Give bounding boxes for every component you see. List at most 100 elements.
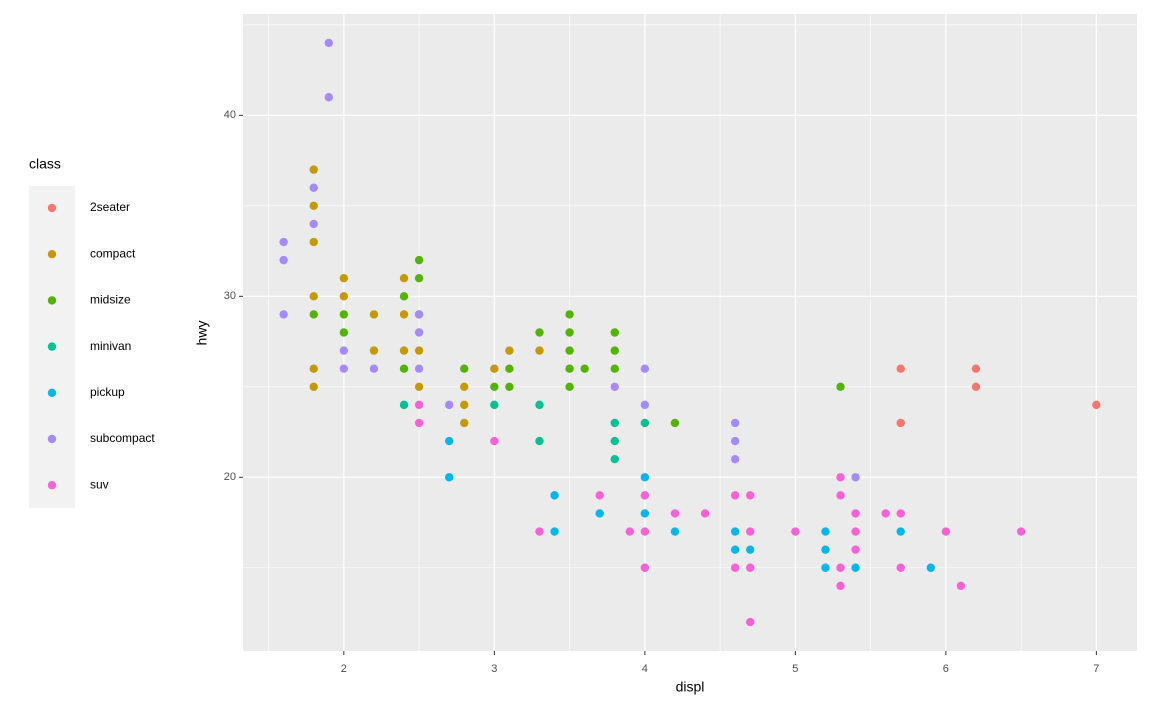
x-tick-label: 2: [341, 663, 347, 675]
point: [309, 364, 318, 373]
point: [339, 292, 349, 301]
point: [595, 491, 604, 500]
point: [535, 346, 544, 355]
point: [730, 527, 740, 536]
point: [896, 364, 905, 373]
legend-key: [47, 296, 57, 305]
point: [836, 563, 845, 572]
point: [565, 364, 574, 373]
point: [339, 328, 349, 337]
point: [971, 382, 981, 391]
point: [399, 274, 409, 283]
point: [640, 491, 650, 500]
point: [309, 165, 318, 174]
point: [821, 527, 830, 536]
point: [610, 364, 619, 373]
point: [610, 454, 619, 464]
point: [610, 328, 619, 337]
y-tick-label: 30: [224, 290, 236, 302]
legend-label: minivan: [90, 339, 131, 353]
legend-label: suv: [90, 477, 109, 491]
point: [414, 400, 424, 410]
y-tick-label: 40: [224, 109, 236, 121]
x-tick-label: 4: [642, 663, 648, 675]
point: [670, 418, 680, 428]
legend-label: subcompact: [90, 431, 155, 445]
legend-key: [47, 388, 57, 397]
point: [640, 509, 650, 518]
x-tick-label: 6: [943, 663, 949, 675]
point: [505, 364, 514, 373]
legend-key: [47, 342, 57, 351]
x-tick-label: 3: [491, 663, 497, 675]
legend-key: [47, 481, 57, 490]
point: [414, 310, 424, 319]
point: [505, 346, 514, 355]
point: [851, 527, 860, 536]
point: [700, 509, 710, 518]
point: [490, 364, 499, 373]
point: [956, 581, 966, 591]
point: [821, 563, 830, 572]
point: [399, 292, 409, 301]
point: [896, 527, 905, 536]
point: [309, 219, 318, 229]
point: [399, 310, 409, 319]
point: [851, 563, 860, 572]
legend-key: [47, 203, 57, 213]
point: [535, 400, 544, 410]
point: [640, 364, 650, 373]
point: [550, 527, 559, 536]
point: [414, 328, 424, 337]
point: [369, 364, 379, 373]
point: [535, 328, 544, 337]
point: [565, 310, 574, 319]
point: [414, 255, 424, 265]
point: [730, 491, 740, 500]
point: [926, 563, 936, 572]
point: [896, 563, 905, 572]
point: [730, 436, 740, 446]
point: [851, 545, 860, 554]
point: [610, 418, 619, 428]
point: [535, 527, 544, 536]
legend-key: [47, 434, 57, 444]
point: [490, 436, 499, 446]
point: [610, 382, 619, 391]
point: [851, 473, 860, 482]
point: [610, 436, 619, 446]
point: [369, 346, 379, 355]
point: [414, 418, 424, 428]
point: [369, 310, 379, 319]
x-tick-label: 7: [1093, 663, 1099, 675]
point: [339, 364, 349, 373]
point: [309, 237, 318, 247]
point: [746, 491, 755, 500]
point: [309, 310, 318, 319]
legend-label: pickup: [90, 385, 125, 399]
point: [309, 183, 318, 192]
x-axis-label: displ: [676, 679, 705, 695]
point: [399, 346, 409, 355]
x-tick-label: 5: [792, 663, 798, 675]
point: [565, 346, 574, 355]
point: [414, 364, 424, 373]
legend-label: 2seater: [90, 200, 130, 214]
point: [670, 527, 680, 536]
point: [309, 382, 318, 391]
point: [444, 400, 454, 410]
point: [414, 382, 424, 391]
point: [640, 400, 650, 410]
legend-title: class: [29, 156, 61, 172]
legend-label: midsize: [90, 293, 131, 307]
point: [414, 346, 424, 355]
point: [339, 346, 349, 355]
point: [309, 292, 318, 301]
point: [730, 454, 740, 464]
point: [460, 418, 469, 428]
point: [550, 491, 559, 500]
point: [836, 581, 845, 591]
point: [836, 473, 845, 482]
point: [746, 527, 755, 536]
